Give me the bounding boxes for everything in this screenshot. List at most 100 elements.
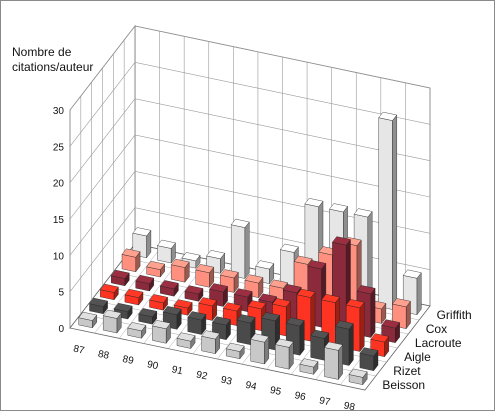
bar-top-face [225, 342, 245, 352]
y-axis-title-line-2: citations/auteur [12, 60, 93, 74]
bar-griffith-91 [230, 218, 250, 280]
bar-top-face [304, 198, 324, 208]
bar-top-face [146, 260, 166, 270]
bar-top-face [124, 288, 144, 298]
bar-top-face [219, 269, 239, 279]
bar-top-face [102, 309, 122, 319]
bar-top-face [359, 347, 379, 357]
bar-top-face [173, 299, 193, 309]
bar-rizet-89 [138, 308, 158, 325]
bar-top-face [356, 285, 376, 295]
bar-top-face [181, 252, 201, 262]
bar-top-face [279, 243, 299, 253]
x-tick-label: 87 [72, 344, 86, 357]
bar-side-face [348, 323, 354, 367]
series-label-aigle: Aigle [404, 350, 431, 364]
y-axis-title-line-1: Nombre de [12, 45, 72, 59]
bar-top-face [187, 311, 207, 321]
bar-lacroute-87 [110, 269, 130, 287]
x-tick-label: 96 [293, 390, 307, 403]
bar-rizet-87 [89, 297, 108, 315]
bar-top-face [282, 284, 302, 294]
bar-beisson-90 [152, 320, 171, 344]
bar-front-face [236, 319, 252, 346]
bar-top-face [209, 283, 228, 293]
bar-top-face [222, 302, 242, 312]
bar-top-face [381, 319, 401, 329]
bar-cox-91 [219, 269, 239, 294]
bar-top-face [230, 218, 250, 228]
bar-top-face [332, 236, 351, 246]
bar-rizet-91 [187, 311, 207, 336]
bar-top-face [329, 203, 348, 213]
bar-top-face [212, 316, 231, 326]
bar-top-face [285, 317, 305, 327]
x-tick-label: 95 [269, 385, 283, 398]
bar-beisson-87 [78, 311, 98, 329]
bar-rizet-98 [359, 347, 379, 372]
bar-top-face [132, 227, 152, 237]
y-tick-label: 30 [53, 106, 65, 117]
bar-side-face [338, 344, 343, 381]
bar-cox-88 [146, 260, 166, 278]
bar-front-face [230, 224, 246, 279]
bar-beisson-88 [102, 309, 122, 334]
bar-top-face [299, 358, 319, 368]
bar-top-face [176, 332, 196, 342]
bar-top-face [201, 330, 221, 340]
bar-top-face [78, 311, 98, 321]
bar-top-face [149, 294, 168, 304]
bar-front-face [310, 335, 325, 361]
bar-top-face [99, 283, 119, 293]
bar-lacroute-90 [184, 285, 204, 302]
bar-beisson-91 [176, 332, 196, 350]
x-tick-label: 90 [146, 359, 160, 372]
series-label-cox: Cox [426, 322, 447, 336]
bar-top-face [127, 322, 147, 332]
bar-top-face [293, 255, 313, 265]
bar-top-face [184, 285, 204, 295]
bar-rizet-90 [162, 306, 182, 330]
y-tick-label: 0 [58, 324, 64, 335]
bar-side-face [392, 114, 397, 311]
bar-aigle-87 [99, 283, 119, 301]
bar-rizet-95 [285, 317, 305, 356]
y-tick-label: 15 [53, 215, 65, 226]
x-tick-label: 88 [97, 349, 111, 362]
y-tick-label: 25 [53, 142, 65, 153]
y-tick-label: 5 [58, 288, 64, 299]
bar-griffith-88 [157, 239, 176, 264]
bar-top-face [272, 298, 291, 308]
bar-top-face [121, 248, 141, 258]
bar-top-face [135, 274, 155, 284]
bar-side-face [359, 301, 365, 353]
bar-top-face [324, 341, 343, 351]
series-label-beisson: Beisson [382, 378, 425, 392]
bar-top-face [244, 274, 264, 284]
bar-top-face [258, 293, 278, 303]
bar-top-face [261, 312, 281, 322]
bar-top-face [195, 264, 215, 274]
bar-front-face [324, 347, 339, 380]
bar-top-face [345, 299, 365, 309]
x-tick-label: 89 [121, 354, 135, 367]
bar-top-face [110, 269, 130, 279]
bar-griffith-97 [378, 111, 398, 311]
bar-top-face [310, 329, 330, 339]
bar-cox-89 [170, 258, 190, 283]
bar-side-face [416, 272, 422, 316]
x-tick-label: 92 [195, 369, 209, 382]
y-gridline [69, 98, 431, 183]
bar-front-face [275, 344, 290, 370]
bar-beisson-96 [299, 358, 319, 375]
bar-top-face [236, 314, 256, 324]
bar-side-face [244, 221, 250, 280]
bar-lacroute-88 [135, 274, 155, 292]
bar-top-face [334, 320, 354, 330]
bar-top-face [157, 239, 176, 249]
bar-lacroute-89 [159, 280, 179, 297]
bar-beisson-92 [201, 330, 221, 355]
series-label-rizet: Rizet [393, 364, 421, 378]
y-tick-label: 20 [53, 179, 65, 190]
